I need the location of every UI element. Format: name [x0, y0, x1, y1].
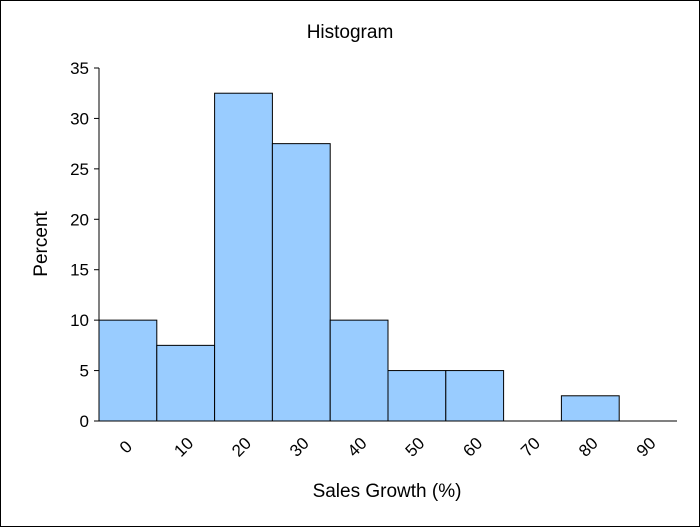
x-tick-label: 60 [459, 434, 486, 461]
histogram-bar [271, 143, 331, 422]
y-axis: 0 5 10 15 20 25 30 35 [70, 59, 100, 431]
bars-group [98, 92, 620, 422]
histogram-bar [445, 370, 505, 422]
x-tick-label: 90 [633, 434, 660, 461]
histogram-bar [98, 319, 158, 422]
y-tick-label: 25 [70, 160, 89, 179]
x-tick-label: 70 [517, 434, 544, 461]
y-tick-label: 20 [70, 210, 89, 229]
x-tick-label: 20 [228, 434, 255, 461]
x-tick-label: 80 [575, 434, 602, 461]
y-axis-title: Percent [31, 211, 52, 277]
histogram-bar [387, 370, 447, 422]
histogram-bar [214, 92, 273, 422]
x-tick-label: 50 [402, 434, 429, 461]
x-axis: 0 10 20 30 40 50 60 70 80 90 [99, 420, 677, 461]
x-tick-label: 0 [116, 437, 136, 457]
y-tick-label: 15 [70, 261, 89, 280]
x-tick-label: 30 [286, 434, 313, 461]
x-tick-label: 10 [170, 434, 197, 461]
histogram-bar [329, 319, 389, 422]
histogram-bar [156, 344, 216, 422]
x-axis-title: Sales Growth (%) [313, 481, 462, 502]
y-tick-label: 35 [70, 59, 89, 78]
y-tick-label: 5 [80, 362, 89, 381]
x-tick-label: 40 [344, 434, 371, 461]
chart-title: Histogram [307, 22, 394, 43]
y-tick-label: 10 [70, 311, 89, 330]
y-tick-label: 0 [80, 412, 89, 431]
y-tick-label: 30 [70, 109, 89, 128]
histogram-bar [560, 395, 620, 422]
